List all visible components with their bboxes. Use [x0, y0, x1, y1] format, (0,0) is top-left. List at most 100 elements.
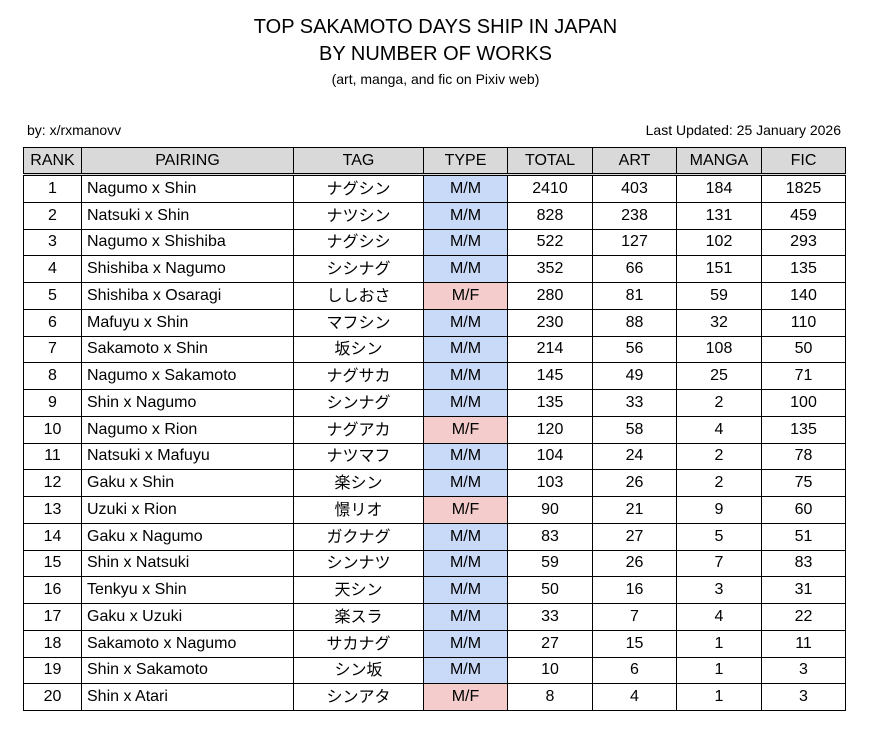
cell-pairing: Gaku x Uzuki [81, 603, 294, 631]
cell-fic: 135 [761, 415, 846, 444]
cell-total: 230 [507, 308, 593, 337]
cell-type: M/M [423, 442, 508, 471]
cell-total: 214 [507, 335, 593, 364]
cell-art: 7 [592, 603, 677, 631]
cell-rank: 3 [23, 228, 82, 257]
cell-manga: 102 [676, 228, 762, 257]
cell-fic: 22 [761, 603, 846, 631]
cell-pairing: Shin x Nagumo [81, 389, 294, 417]
cell-type: M/M [423, 576, 508, 604]
header-total: TOTAL [507, 147, 593, 175]
cell-total: 145 [507, 362, 593, 390]
table-row: 14 Gaku x Nagumo ガクナグ M/M 83 27 5 51 [23, 522, 846, 551]
header-manga: MANGA [676, 147, 762, 175]
cell-manga: 3 [676, 576, 762, 604]
cell-pairing: Natsuki x Mafuyu [81, 442, 294, 471]
cell-tag: ナグサカ [293, 362, 424, 390]
cell-fic: 11 [761, 629, 846, 658]
cell-total: 10 [507, 656, 593, 685]
cell-type: M/M [423, 522, 508, 551]
cell-fic: 135 [761, 255, 846, 283]
table-row: 17 Gaku x Uzuki 楽スラ M/M 33 7 4 22 [23, 603, 846, 631]
cell-art: 24 [592, 442, 677, 471]
cell-art: 4 [592, 683, 677, 711]
cell-rank: 14 [23, 522, 82, 551]
cell-total: 2410 [507, 174, 593, 203]
cell-total: 120 [507, 415, 593, 444]
cell-pairing: Shin x Atari [81, 683, 294, 711]
cell-art: 58 [592, 415, 677, 444]
cell-total: 103 [507, 469, 593, 497]
cell-pairing: Sakamoto x Shin [81, 335, 294, 364]
cell-fic: 100 [761, 389, 846, 417]
cell-manga: 2 [676, 442, 762, 471]
cell-rank: 16 [23, 576, 82, 604]
cell-art: 26 [592, 469, 677, 497]
cell-total: 135 [507, 389, 593, 417]
table-row: 9 Shin x Nagumo シンナグ M/M 135 33 2 100 [23, 389, 846, 417]
header-art: ART [592, 147, 677, 175]
cell-art: 15 [592, 629, 677, 658]
cell-rank: 2 [23, 201, 82, 230]
cell-rank: 7 [23, 335, 82, 364]
cell-manga: 7 [676, 549, 762, 578]
cell-tag: ナツシン [293, 201, 424, 230]
table-row: 16 Tenkyu x Shin 天シン M/M 50 16 3 31 [23, 576, 846, 604]
cell-manga: 5 [676, 522, 762, 551]
cell-rank: 18 [23, 629, 82, 658]
cell-art: 26 [592, 549, 677, 578]
cell-fic: 51 [761, 522, 846, 551]
cell-total: 83 [507, 522, 593, 551]
cell-tag: サカナグ [293, 629, 424, 658]
cell-manga: 59 [676, 282, 762, 310]
cell-fic: 3 [761, 683, 846, 711]
cell-art: 21 [592, 496, 677, 524]
header-tag: TAG [293, 147, 424, 175]
cell-tag: 楽シン [293, 469, 424, 497]
cell-pairing: Mafuyu x Shin [81, 308, 294, 337]
cell-type: M/M [423, 308, 508, 337]
cell-tag: ナグシン [293, 174, 424, 203]
cell-type: M/F [423, 683, 508, 711]
cell-pairing: Nagumo x Shishiba [81, 228, 294, 257]
cell-art: 88 [592, 308, 677, 337]
cell-manga: 4 [676, 415, 762, 444]
ship-ranking-table: RANK PAIRING TAG TYPE TOTAL ART MANGA FI… [23, 147, 846, 711]
cell-tag: シンナグ [293, 389, 424, 417]
cell-type: M/M [423, 335, 508, 364]
cell-tag: シン坂 [293, 656, 424, 685]
table-header-row: RANK PAIRING TAG TYPE TOTAL ART MANGA FI… [23, 147, 846, 175]
cell-fic: 31 [761, 576, 846, 604]
table-row: 8 Nagumo x Sakamoto ナグサカ M/M 145 49 25 71 [23, 362, 846, 390]
last-updated: Last Updated: 25 January 2026 [645, 122, 841, 138]
table-row: 13 Uzuki x Rion 憬リオ M/F 90 21 9 60 [23, 496, 846, 524]
cell-total: 59 [507, 549, 593, 578]
table-row: 6 Mafuyu x Shin マフシン M/M 230 88 32 110 [23, 308, 846, 337]
cell-art: 16 [592, 576, 677, 604]
cell-total: 33 [507, 603, 593, 631]
cell-fic: 140 [761, 282, 846, 310]
cell-tag: シンアタ [293, 683, 424, 711]
cell-pairing: Tenkyu x Shin [81, 576, 294, 604]
cell-rank: 12 [23, 469, 82, 497]
cell-manga: 108 [676, 335, 762, 364]
cell-manga: 32 [676, 308, 762, 337]
cell-art: 27 [592, 522, 677, 551]
cell-type: M/M [423, 174, 508, 203]
cell-art: 6 [592, 656, 677, 685]
cell-total: 828 [507, 201, 593, 230]
cell-tag: ナツマフ [293, 442, 424, 471]
cell-rank: 19 [23, 656, 82, 685]
cell-art: 56 [592, 335, 677, 364]
cell-pairing: Nagumo x Rion [81, 415, 294, 444]
cell-fic: 60 [761, 496, 846, 524]
cell-rank: 1 [23, 174, 82, 203]
cell-type: M/M [423, 255, 508, 283]
cell-manga: 1 [676, 683, 762, 711]
cell-rank: 13 [23, 496, 82, 524]
table-row: 1 Nagumo x Shin ナグシン M/M 2410 403 184 1825 [23, 174, 846, 203]
cell-type: M/M [423, 389, 508, 417]
cell-fic: 83 [761, 549, 846, 578]
cell-tag: 楽スラ [293, 603, 424, 631]
cell-tag: 憬リオ [293, 496, 424, 524]
